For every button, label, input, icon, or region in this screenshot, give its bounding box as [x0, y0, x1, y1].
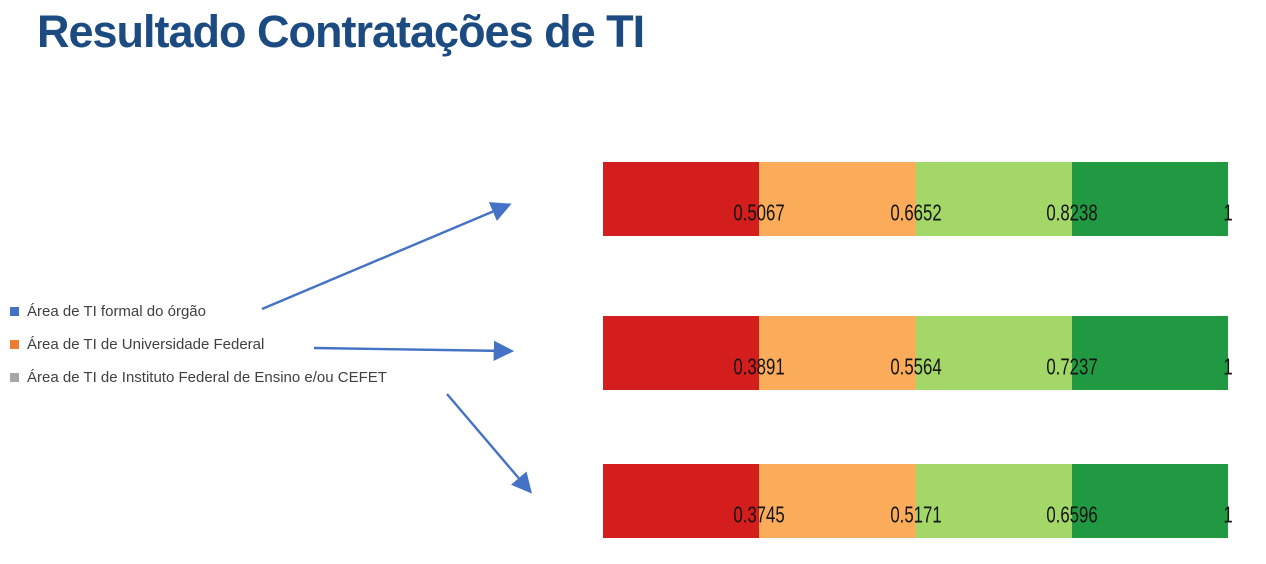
color-scale-bar-instituto-federal-cefet: 0.3745 0.5171 0.6596 1	[603, 464, 1233, 538]
boundary-value-label: 1	[1223, 199, 1233, 226]
legend-item-instituto-federal-cefet: Área de TI de Instituto Federal de Ensin…	[10, 369, 387, 386]
boundary-value-label: 0.5564	[889, 353, 942, 380]
page-title: Resultado Contratações de TI	[37, 6, 645, 57]
boundary-value-label: 0.6596	[1046, 501, 1098, 528]
arrow-to-bar-1-icon	[261, 202, 512, 311]
segment-orange	[759, 316, 916, 390]
chart-area: 0.5067 0.6652 0.8238 1 0.3891 0.5564 0.7…	[603, 0, 1233, 564]
legend-label: Área de TI de Instituto Federal de Ensin…	[27, 369, 387, 386]
legend-marker-blue-icon	[10, 307, 19, 316]
legend-label: Área de TI de Universidade Federal	[27, 336, 265, 353]
boundary-value-label: 1	[1223, 501, 1233, 528]
color-scale-bar-area-ti-formal: 0.5067 0.6652 0.8238 1	[603, 162, 1233, 236]
legend-item-universidade-federal: Área de TI de Universidade Federal	[10, 336, 264, 353]
segment-light-green	[915, 316, 1072, 390]
boundary-value-label: 0.8238	[1046, 199, 1098, 226]
segment-dark-green	[1071, 316, 1228, 390]
arrow-to-bar-3-icon	[446, 393, 532, 494]
legend-marker-orange-icon	[10, 340, 19, 349]
boundary-value-label: 0.5067	[733, 199, 785, 226]
color-scale-bar-universidade-federal: 0.3891 0.5564 0.7237 1	[603, 316, 1233, 390]
arrow-to-bar-2-icon	[313, 340, 515, 361]
boundary-value-label: 0.7237	[1046, 353, 1098, 380]
legend-marker-gray-icon	[10, 373, 19, 382]
segment-light-green	[915, 464, 1072, 538]
legend-item-area-ti-formal: Área de TI formal do órgão	[10, 303, 206, 320]
segment-orange	[759, 162, 916, 236]
boundary-value-label: 1	[1223, 353, 1233, 380]
segment-dark-green	[1071, 162, 1228, 236]
boundary-value-label: 0.6652	[889, 199, 942, 226]
segment-orange	[759, 464, 916, 538]
segment-light-green	[915, 162, 1072, 236]
boundary-value-label: 0.3745	[733, 501, 785, 528]
segment-dark-green	[1071, 464, 1228, 538]
segment-red	[603, 464, 760, 538]
segment-red	[603, 162, 760, 236]
boundary-value-label: 0.3891	[733, 353, 785, 380]
legend-label: Área de TI formal do órgão	[27, 303, 206, 320]
segment-red	[603, 316, 760, 390]
boundary-value-label: 0.5171	[889, 501, 942, 528]
